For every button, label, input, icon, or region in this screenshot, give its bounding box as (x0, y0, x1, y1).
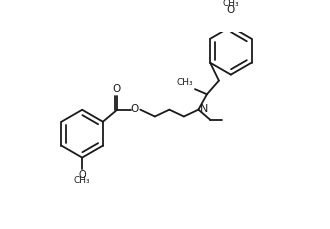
Text: O: O (78, 169, 86, 180)
Text: O: O (227, 5, 235, 15)
Text: CH₃: CH₃ (74, 176, 90, 185)
Text: O: O (130, 104, 139, 114)
Text: N: N (200, 104, 209, 114)
Text: CH₃: CH₃ (222, 0, 239, 8)
Text: CH₃: CH₃ (177, 79, 193, 87)
Text: O: O (112, 84, 120, 94)
